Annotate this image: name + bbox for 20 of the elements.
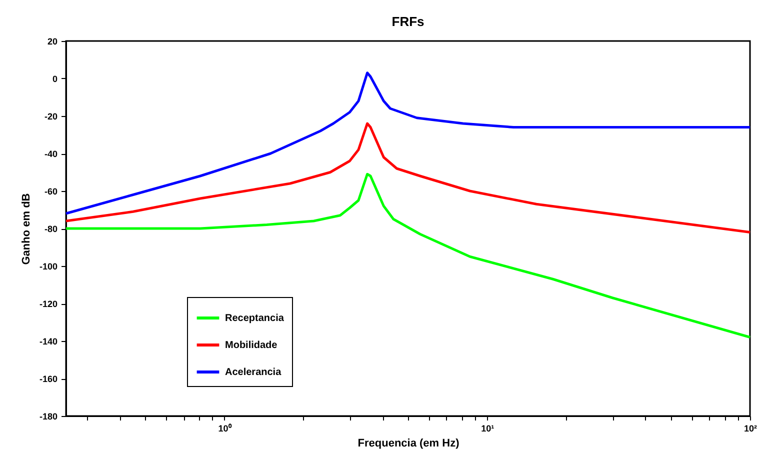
- x-tick-label: 10¹: [481, 424, 494, 434]
- y-tick-label: -160: [39, 374, 58, 384]
- y-tick-label: -180: [39, 412, 58, 422]
- y-tick-label: 20: [47, 36, 58, 46]
- legend-label: Mobilidade: [225, 340, 278, 351]
- chart-title: FRFs: [392, 14, 424, 29]
- y-tick-label: -120: [39, 299, 58, 309]
- y-tick-label: -140: [39, 336, 58, 346]
- y-tick-label: -20: [44, 112, 58, 122]
- x-tick-label: 10⁰: [218, 424, 232, 434]
- y-tick-label: -80: [44, 224, 58, 234]
- x-axis-title: Frequencia (em Hz): [358, 438, 460, 450]
- y-tick-label: 0: [52, 74, 58, 84]
- y-tick-label: -40: [44, 149, 58, 159]
- x-tick-label: 10²: [744, 424, 758, 434]
- legend-label: Receptancia: [225, 313, 284, 324]
- y-axis-title: Ganho em dB: [20, 193, 32, 265]
- y-tick-label: -60: [44, 186, 58, 196]
- y-tick-label: -100: [39, 262, 58, 272]
- legend-label: Acelerancia: [225, 367, 282, 378]
